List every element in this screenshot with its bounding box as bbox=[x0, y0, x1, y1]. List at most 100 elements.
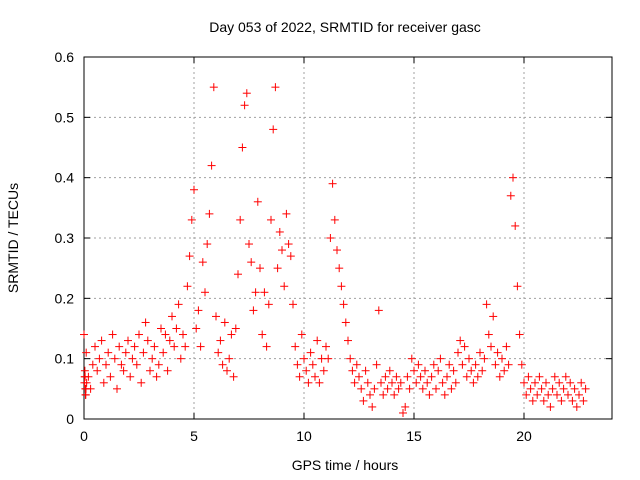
data-point bbox=[379, 390, 388, 399]
data-point bbox=[251, 288, 260, 297]
data-point bbox=[148, 354, 157, 363]
data-point bbox=[183, 282, 192, 291]
data-point bbox=[467, 366, 476, 375]
data-point bbox=[344, 336, 352, 345]
data-point bbox=[102, 360, 110, 369]
data-point bbox=[412, 378, 421, 387]
data-point bbox=[394, 384, 403, 393]
data-point bbox=[531, 378, 539, 387]
data-point bbox=[324, 354, 333, 363]
data-point bbox=[108, 330, 117, 339]
data-point bbox=[500, 366, 509, 375]
x-tick-label: 0 bbox=[80, 428, 88, 444]
data-point bbox=[302, 366, 311, 375]
data-point bbox=[555, 378, 564, 387]
data-point bbox=[553, 390, 561, 399]
data-point bbox=[326, 234, 335, 242]
data-point bbox=[163, 366, 172, 375]
data-point bbox=[504, 360, 513, 369]
data-point bbox=[392, 372, 401, 381]
data-point bbox=[132, 360, 141, 369]
data-point bbox=[304, 378, 313, 387]
data-point bbox=[253, 197, 262, 206]
data-point bbox=[82, 348, 91, 357]
data-point bbox=[203, 240, 212, 249]
data-point bbox=[348, 366, 357, 375]
data-point bbox=[300, 354, 308, 363]
data-points bbox=[80, 83, 590, 417]
data-point bbox=[207, 161, 216, 170]
data-point bbox=[517, 360, 526, 369]
data-point bbox=[385, 366, 394, 375]
data-point bbox=[141, 318, 150, 327]
data-point bbox=[313, 336, 322, 345]
data-point bbox=[533, 390, 542, 399]
x-tick-label: 5 bbox=[190, 428, 198, 444]
data-point bbox=[124, 336, 132, 345]
data-point bbox=[451, 378, 460, 387]
data-point bbox=[196, 342, 205, 351]
data-point bbox=[260, 288, 269, 297]
data-point bbox=[126, 372, 135, 381]
data-point bbox=[581, 384, 590, 393]
data-point bbox=[119, 366, 128, 375]
data-point bbox=[97, 336, 106, 345]
data-point bbox=[168, 312, 176, 321]
data-point bbox=[282, 209, 291, 218]
data-point bbox=[377, 378, 385, 387]
data-point bbox=[535, 372, 544, 381]
data-point bbox=[405, 384, 414, 393]
data-point bbox=[137, 378, 146, 387]
data-point bbox=[341, 318, 350, 327]
data-point bbox=[478, 366, 487, 375]
data-point bbox=[502, 342, 511, 351]
data-point bbox=[247, 258, 256, 267]
data-point bbox=[93, 366, 102, 375]
data-point bbox=[249, 306, 258, 315]
data-point bbox=[566, 378, 575, 387]
data-point bbox=[368, 402, 377, 411]
data-point bbox=[522, 390, 531, 399]
data-point bbox=[295, 372, 304, 381]
data-point bbox=[308, 360, 317, 369]
data-point bbox=[82, 378, 91, 387]
data-point bbox=[271, 83, 280, 92]
data-point bbox=[275, 227, 284, 236]
data-point bbox=[462, 372, 471, 381]
data-point bbox=[396, 378, 405, 387]
data-point bbox=[447, 384, 456, 393]
data-point bbox=[515, 330, 524, 339]
data-point bbox=[487, 342, 495, 351]
data-point bbox=[236, 215, 245, 224]
data-point bbox=[185, 252, 194, 261]
y-tick-label: 0.3 bbox=[55, 230, 75, 246]
data-point bbox=[471, 360, 480, 369]
data-point bbox=[388, 378, 396, 387]
data-point bbox=[280, 282, 289, 291]
data-point bbox=[150, 342, 159, 351]
data-point bbox=[273, 264, 282, 273]
data-point bbox=[511, 221, 520, 230]
data-point bbox=[106, 372, 115, 381]
data-point bbox=[190, 185, 198, 194]
data-point bbox=[110, 354, 119, 363]
data-point bbox=[423, 378, 432, 387]
data-point bbox=[128, 354, 137, 363]
data-point bbox=[95, 354, 104, 363]
data-point bbox=[297, 330, 306, 339]
data-point bbox=[491, 360, 500, 369]
data-point bbox=[434, 366, 443, 375]
data-point bbox=[91, 342, 99, 351]
data-point bbox=[99, 378, 108, 387]
data-point bbox=[346, 354, 355, 363]
data-point bbox=[335, 264, 344, 273]
data-point bbox=[262, 342, 271, 351]
data-point bbox=[181, 342, 190, 351]
data-point bbox=[432, 384, 440, 393]
data-point bbox=[154, 360, 163, 369]
data-point bbox=[117, 360, 126, 369]
data-point bbox=[242, 89, 251, 98]
data-point bbox=[550, 372, 559, 381]
x-axis-label: GPS time / hours bbox=[292, 457, 399, 473]
